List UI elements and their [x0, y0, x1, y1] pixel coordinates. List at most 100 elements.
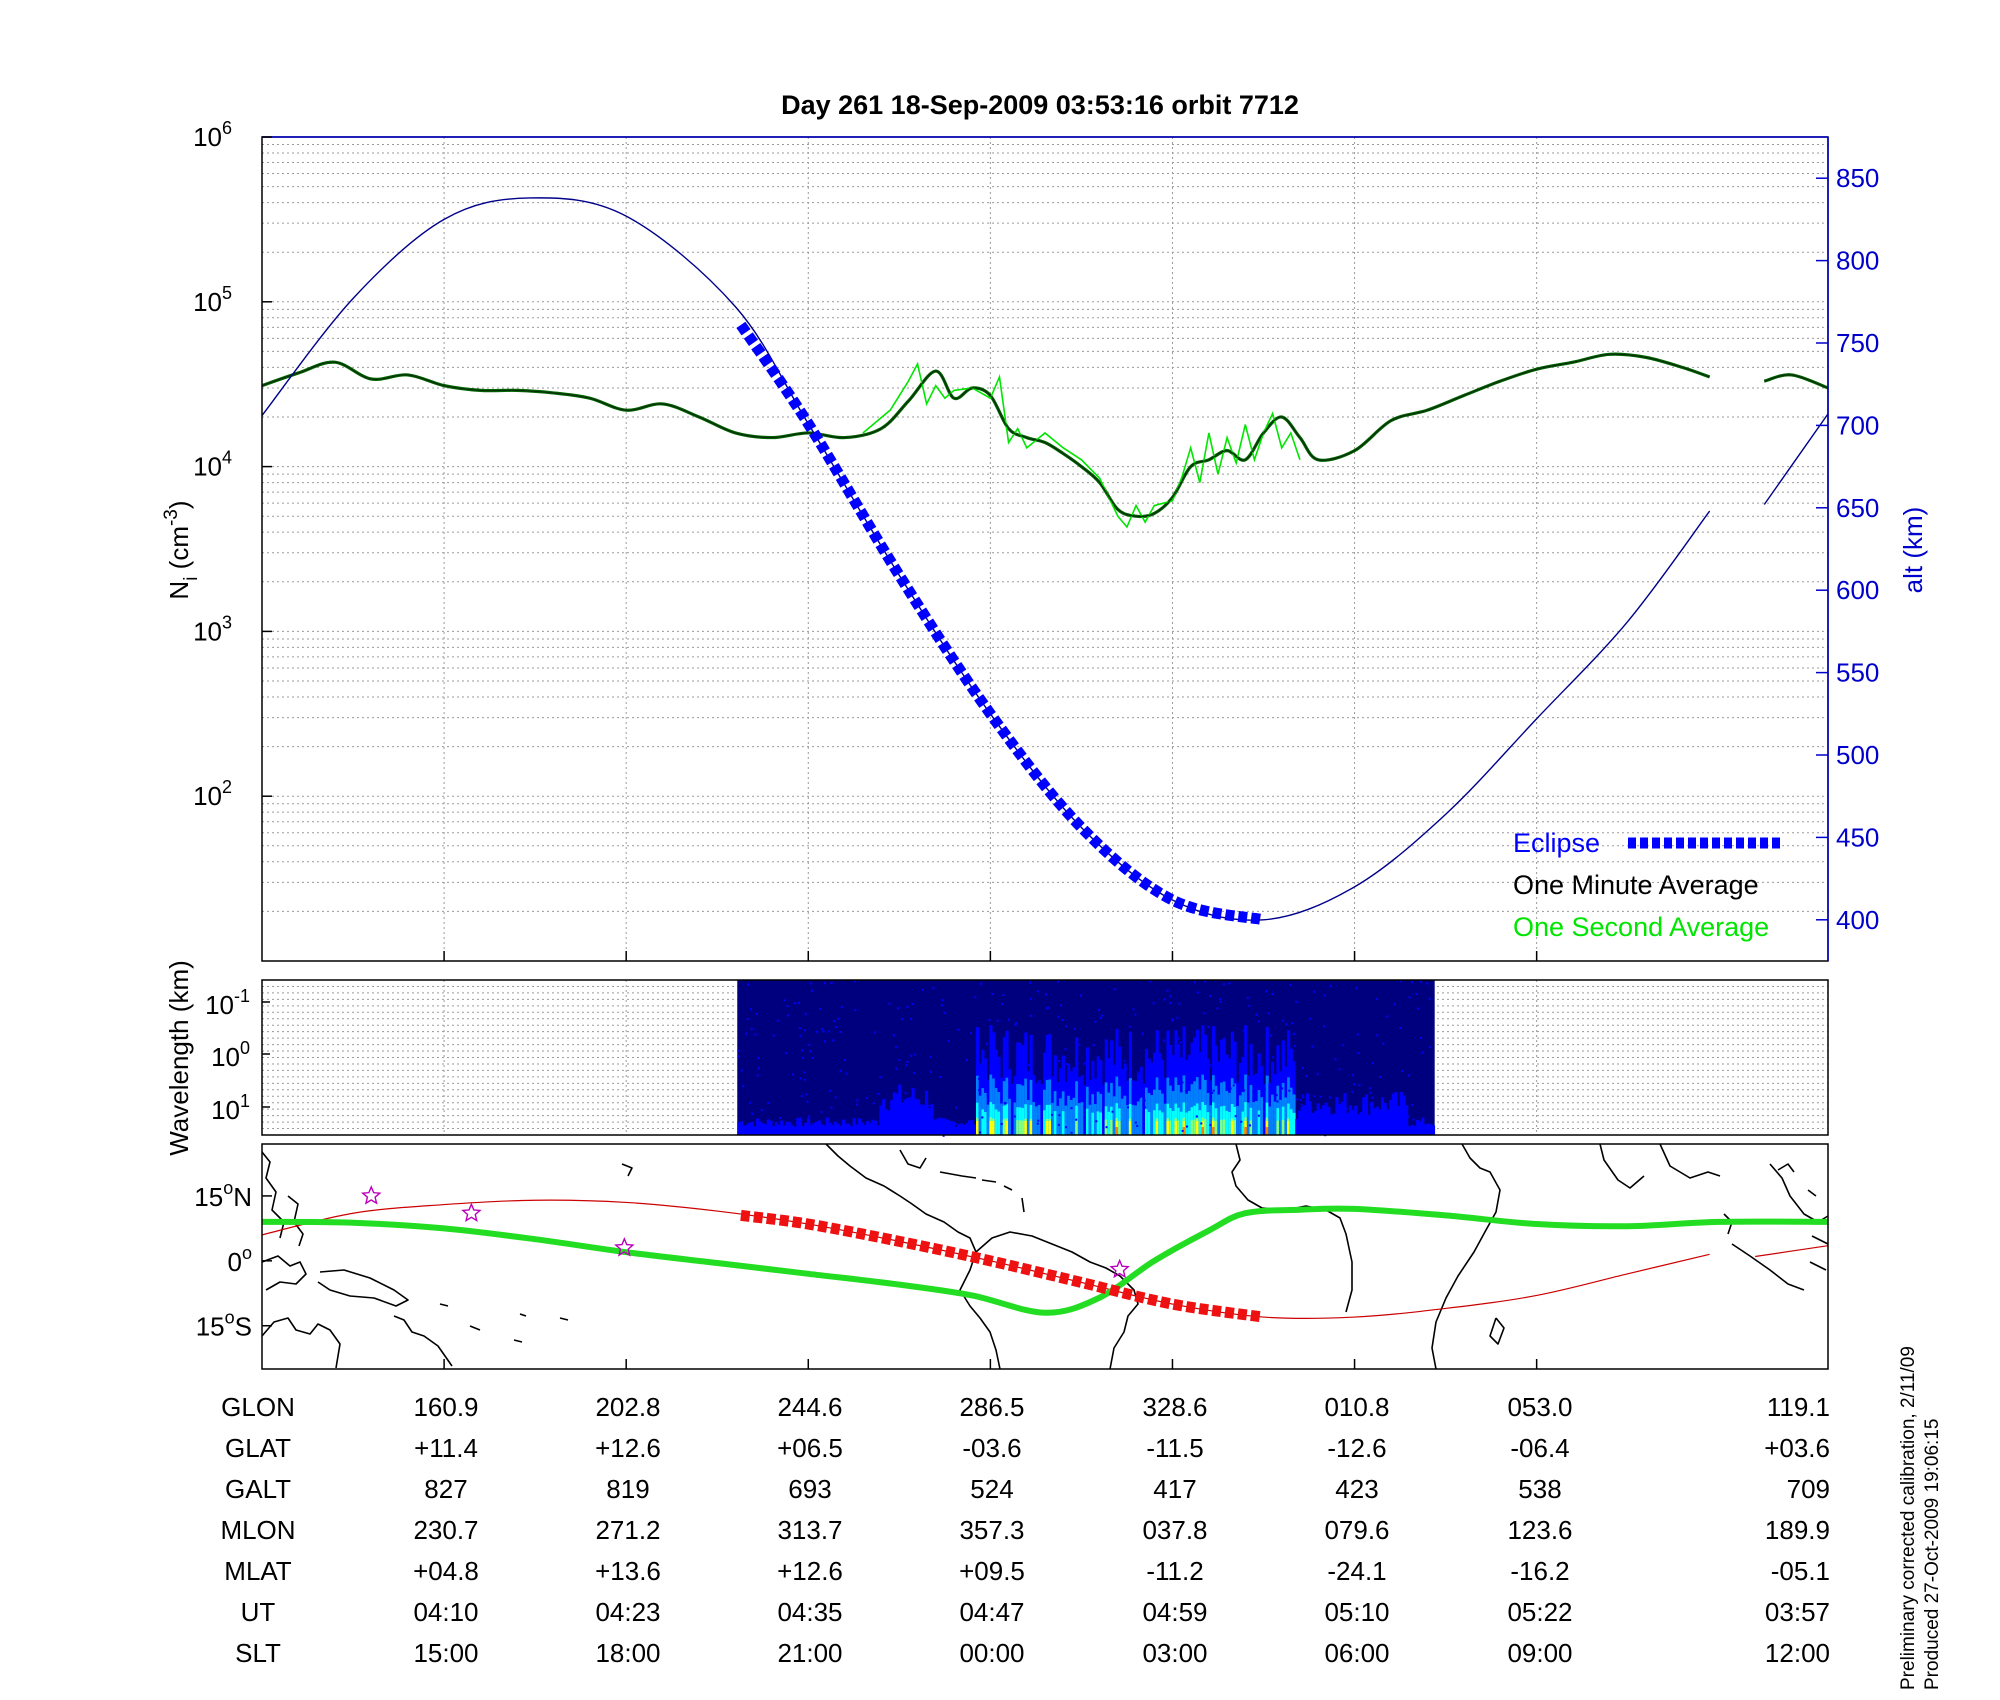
- spectrogram-column-mid: [1069, 1099, 1073, 1135]
- table-row-label: SLT: [235, 1638, 281, 1668]
- spectrogram-column-high: [1043, 1110, 1047, 1135]
- spectrogram-column-high: [1179, 1111, 1183, 1135]
- spectrogram-speckle: [1319, 1095, 1322, 1098]
- spectrogram-column-mid: [1279, 1099, 1283, 1135]
- spectrogram-column-mid: [1112, 1096, 1116, 1135]
- spectrogram-speckle: [1066, 1063, 1069, 1066]
- spectrogram-column: [1383, 1103, 1387, 1135]
- spectrogram-column-peak: [1169, 1120, 1173, 1135]
- coast-yucatan: [899, 1149, 927, 1169]
- coast-south-america-west: [959, 1251, 1001, 1370]
- table-cell: +09.5: [959, 1556, 1025, 1586]
- spectrogram-speckle: [1285, 1023, 1288, 1026]
- spectrogram-column-max: [1155, 1121, 1159, 1135]
- spectrogram-speckle: [1401, 1070, 1404, 1073]
- spectrogram-speckle: [1212, 1089, 1215, 1092]
- spectrogram-speckle: [1018, 1057, 1021, 1060]
- spectrogram-speckle: [1070, 1131, 1073, 1134]
- spectrogram-column: [1418, 1121, 1422, 1135]
- spectrogram-speckle: [1099, 1016, 1102, 1019]
- spectrogram-column: [919, 1104, 923, 1135]
- spectrogram-column: [809, 1125, 813, 1135]
- spectrogram-column: [1394, 1092, 1398, 1135]
- spectrogram-column: [739, 1121, 744, 1135]
- spectrogram-column: [1405, 1105, 1409, 1135]
- spectrogram-speckle: [1002, 994, 1005, 997]
- spectrogram-speckle: [1029, 1014, 1032, 1017]
- table-cell: -06.4: [1510, 1433, 1569, 1463]
- spectrogram-column-high: [1292, 1112, 1296, 1135]
- spectrogram-speckle: [895, 1126, 898, 1129]
- spectrogram-column: [860, 1122, 864, 1135]
- spectrogram-column: [1381, 1097, 1385, 1135]
- right-tick-label: 750: [1836, 328, 1879, 358]
- spectrogram-speckle: [1294, 1044, 1297, 1047]
- spectrogram-column: [954, 1126, 958, 1135]
- spectrogram-column: [1359, 1112, 1363, 1135]
- spectrogram-column: [801, 1125, 805, 1135]
- legend-minute-label: One Minute Average: [1513, 870, 1759, 900]
- spectrogram-speckle: [1128, 1025, 1131, 1028]
- spectrogram-speckle: [895, 1067, 898, 1070]
- spectrogram-speckle: [811, 1056, 814, 1059]
- table-cell: 524: [970, 1474, 1013, 1504]
- footer-calibration: Preliminary corrected calibration, 2/11/…: [1898, 1346, 1919, 1690]
- table-cell: 286.5: [959, 1392, 1024, 1422]
- spectrogram-speckle: [1342, 1044, 1345, 1047]
- right-axis-ticks: 400 450 500 550 600 650 700 750 800 850: [1816, 163, 1879, 935]
- spectrogram-speckle: [1069, 1092, 1072, 1095]
- spectrogram-speckle: [1292, 1087, 1295, 1090]
- table-row-label: UT: [241, 1597, 276, 1627]
- table-cell: +04.8: [413, 1556, 479, 1586]
- spectrogram-speckle: [1407, 1115, 1410, 1118]
- right-tick-label: 600: [1836, 575, 1879, 605]
- coast-hawaii: [621, 1163, 633, 1177]
- spectrogram-column-mid: [1236, 1105, 1240, 1135]
- spectrogram-column-high: [1144, 1109, 1149, 1135]
- spectrogram-speckle: [1222, 983, 1225, 986]
- spectrogram-speckle: [1070, 1107, 1073, 1110]
- spectrogram-speckle: [977, 1077, 980, 1080]
- one-minute-average-line: [261, 353, 1710, 518]
- right-tick-label: 650: [1836, 493, 1879, 523]
- spectrogram-speckle: [939, 1076, 942, 1079]
- spectrogram-speckle: [1141, 1032, 1144, 1035]
- spectrogram-speckle: [1428, 1046, 1431, 1049]
- legend: Eclipse One Minute Average One Second Av…: [1513, 828, 1782, 942]
- spectrogram-column: [839, 1125, 843, 1135]
- spectrogram-column-high: [1061, 1111, 1065, 1135]
- spectrogram-speckle: [1311, 1045, 1314, 1048]
- spectrogram-column: [914, 1099, 918, 1135]
- spectrogram-column: [849, 1126, 854, 1135]
- spectrogram-speckle: [1123, 1059, 1126, 1062]
- spectrogram-speckle: [1255, 1013, 1258, 1016]
- spectrogram-column-mid: [1271, 1094, 1275, 1135]
- spectrogram-column: [943, 1118, 947, 1135]
- spectrogram-column-mid: [986, 1104, 990, 1135]
- spectrogram-column-max: [1045, 1121, 1049, 1135]
- spectrogram-speckle: [1075, 1118, 1078, 1121]
- spectrogram-column-high: [1085, 1108, 1090, 1135]
- spectrogram-speckle: [868, 1129, 871, 1132]
- spectrogram-column-high: [1107, 1111, 1111, 1135]
- table-cell: 05:22: [1507, 1597, 1572, 1627]
- spectrogram-column-peak: [1177, 1120, 1181, 1135]
- spectrogram-column-high: [1161, 1112, 1165, 1135]
- spectrogram-speckle: [1248, 1004, 1251, 1007]
- spectrogram-speckle: [1263, 1087, 1266, 1090]
- spectrogram-speckle: [932, 987, 935, 990]
- wavelength-tick-label: 101: [211, 1091, 250, 1125]
- spectrogram-speckle: [1323, 1127, 1326, 1130]
- spectrogram-column-peak: [1002, 1119, 1006, 1135]
- spectrogram-speckle: [1036, 1122, 1039, 1125]
- spectrogram-speckle: [1181, 1129, 1184, 1132]
- legend-second-label: One Second Average: [1513, 912, 1769, 942]
- spectrogram-speckle: [1047, 1006, 1050, 1009]
- spectrogram-column-mid: [1217, 1094, 1221, 1135]
- spectrogram-column-peak: [1018, 1120, 1022, 1135]
- spectrogram-speckle: [1098, 1008, 1101, 1011]
- spectrogram-speckle: [1037, 1119, 1040, 1122]
- spectrogram-column: [959, 1123, 963, 1135]
- spectrogram-column-max: [1128, 1121, 1132, 1135]
